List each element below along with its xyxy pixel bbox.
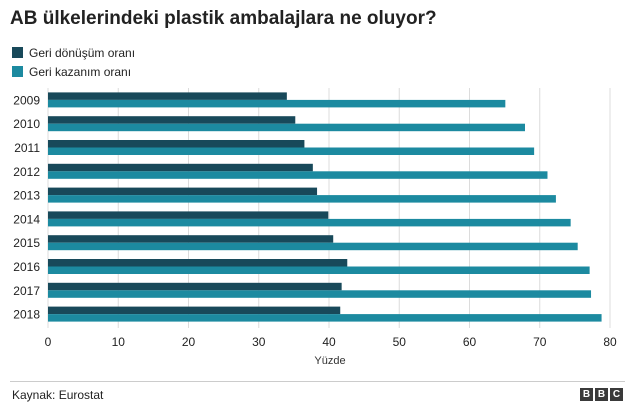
bar-recycling-rate: [48, 163, 313, 172]
x-tick-label: 60: [463, 335, 477, 349]
category-label: 2014: [13, 212, 40, 226]
legend-label-recycling: Geri dönüşüm oranı: [29, 45, 136, 60]
x-tick-labels: 0 10 20 30 40 50 60 70 80: [45, 335, 617, 349]
category-label: 2015: [13, 236, 40, 250]
bar-recycling-rate: [48, 259, 348, 267]
source-note: Kaynak: Eurostat: [12, 388, 104, 402]
bar-recycling-rate: [48, 211, 329, 219]
bars: [48, 92, 602, 322]
bar-recovery-rate: [48, 123, 525, 132]
category-label: 2009: [13, 93, 40, 107]
bar-recovery-rate: [48, 99, 506, 108]
legend-item-recycling: Geri dönüşüm oranı: [12, 44, 135, 61]
legend-item-recovery: Geri kazanım oranı: [12, 63, 135, 80]
category-label: 2013: [13, 189, 40, 203]
x-tick-label: 70: [533, 335, 547, 349]
legend-swatch-recycling: [12, 47, 23, 58]
x-tick-label: 40: [322, 335, 336, 349]
bar-recovery-rate: [48, 266, 590, 274]
bar-recovery-rate: [48, 290, 592, 298]
footer-divider: [10, 381, 625, 382]
category-label: 2018: [13, 308, 40, 322]
bar-recycling-rate: [48, 92, 287, 100]
x-axis-label: Yüzde: [314, 355, 345, 367]
bbc-logo: B B C: [580, 388, 623, 401]
category-label: 2016: [13, 260, 40, 274]
x-tick-label: 10: [112, 335, 126, 349]
bar-recycling-rate: [48, 282, 342, 291]
category-label: 2012: [13, 165, 40, 179]
category-label: 2017: [13, 284, 40, 298]
bar-recycling-rate: [48, 140, 305, 148]
x-tick-label: 50: [393, 335, 407, 349]
bar-recovery-rate: [48, 147, 535, 155]
bar-recovery-rate: [48, 242, 578, 251]
bbc-logo-letter: C: [610, 388, 623, 401]
bar-recovery-rate: [48, 171, 548, 179]
category-labels: 2009 2010 2011 2012 2013 2014 2015 2016 2017 2018: [13, 93, 40, 321]
category-label: 2011: [14, 141, 40, 155]
bar-recycling-rate: [48, 235, 334, 243]
bbc-logo-letter: B: [580, 388, 593, 401]
bbc-logo-letter: B: [595, 388, 608, 401]
bar-chart: 2009201020112012201320142015201620172018…: [13, 88, 617, 367]
bar-recovery-rate: [48, 195, 556, 203]
legend: Geri dönüşüm oranı Geri kazanım oranı: [12, 44, 135, 82]
chart-title: AB ülkelerindeki plastik ambalajlara ne …: [10, 8, 437, 29]
x-tick-label: 30: [252, 335, 266, 349]
legend-swatch-recovery: [12, 66, 23, 77]
category-label: 2010: [13, 117, 40, 131]
x-tick-label: 80: [603, 335, 617, 349]
x-tick-label: 20: [182, 335, 196, 349]
bar-recovery-rate: [48, 314, 602, 322]
x-tick-label: 0: [45, 335, 52, 349]
bar-recycling-rate: [48, 187, 318, 196]
bar-recovery-rate: [48, 218, 571, 227]
bar-recycling-rate: [48, 116, 296, 124]
bar-recycling-rate: [48, 306, 341, 315]
legend-label-recovery: Geri kazanım oranı: [29, 64, 132, 79]
